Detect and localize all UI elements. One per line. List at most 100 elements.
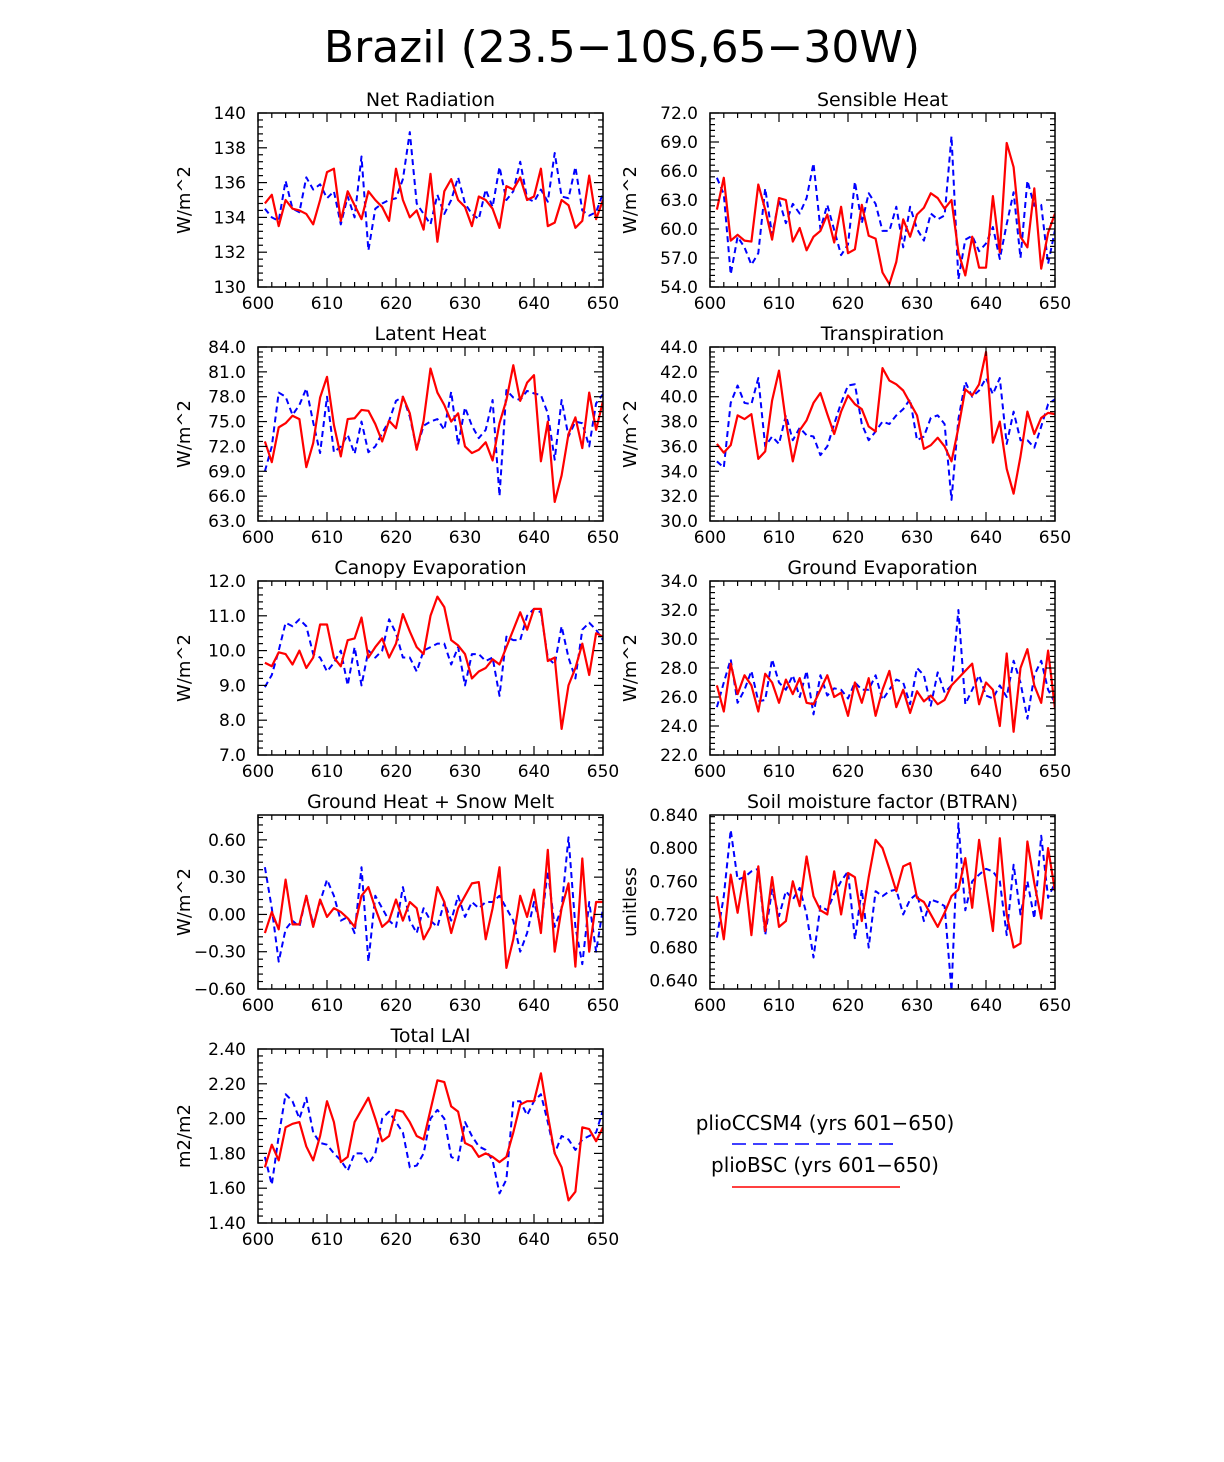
y-tick-label: 136 bbox=[214, 174, 246, 194]
panel-ground-heat-snow-melt: 600 610 620 630 640 650 −0.60 −0.30 0.00 0.30 0.60… bbox=[174, 791, 619, 1016]
y-tick-label: 78.0 bbox=[208, 388, 246, 408]
y-tick-label: 60.0 bbox=[660, 220, 698, 240]
x-tick-label: 630 bbox=[449, 528, 481, 548]
y-tick-label: 32.0 bbox=[660, 601, 698, 621]
x-tick-label: 650 bbox=[587, 294, 619, 314]
series-line-piobsc bbox=[263, 1072, 603, 1202]
y-tick-label: 12.0 bbox=[208, 572, 246, 592]
y-tick-label: 36.0 bbox=[660, 437, 698, 457]
panel-title: Total LAI bbox=[389, 1025, 470, 1047]
x-tick-label: 620 bbox=[380, 1230, 412, 1250]
series-line-piobsc bbox=[715, 837, 1055, 949]
x-tick-label: 620 bbox=[380, 762, 412, 782]
x-tick-label: 640 bbox=[518, 528, 550, 548]
series-line-piobsc bbox=[715, 648, 1055, 733]
panel-net-radiation: 600 610 620 630 640 650 130 132 134 136 138 140 Net … bbox=[174, 89, 619, 314]
x-tick-label: 620 bbox=[832, 762, 864, 782]
series-line-pliocssm4 bbox=[263, 836, 603, 966]
y-tick-label: 8.0 bbox=[219, 711, 246, 731]
x-tick-label: 610 bbox=[311, 294, 343, 314]
x-tick-label: 630 bbox=[901, 528, 933, 548]
y-tick-label: 0.760 bbox=[649, 872, 698, 892]
y-tick-label: 11.0 bbox=[208, 607, 246, 627]
y-tick-label: 2.00 bbox=[208, 1110, 246, 1130]
x-tick-label: 640 bbox=[970, 762, 1002, 782]
y-tick-label: 2.40 bbox=[208, 1040, 246, 1060]
y-axis-label: W/m^2 bbox=[620, 400, 641, 468]
y-tick-label: 84.0 bbox=[208, 338, 246, 358]
y-tick-label: 28.0 bbox=[660, 659, 698, 679]
y-tick-label: 75.0 bbox=[208, 413, 246, 433]
y-tick-label: 0.680 bbox=[649, 939, 698, 959]
y-tick-label: 26.0 bbox=[660, 688, 698, 708]
x-tick-label: 600 bbox=[242, 1230, 274, 1250]
series-line-pliocssm4 bbox=[716, 377, 1055, 501]
y-tick-label: 63.0 bbox=[660, 191, 698, 211]
plot-frame bbox=[709, 346, 1056, 522]
panel-soil-moisture-factor-btran: 600 610 620 630 640 650 0.640 0.680 0.720 0.760 0.… bbox=[620, 791, 1071, 1016]
series-line-pliocssm4 bbox=[263, 387, 603, 498]
y-axis-label: m2/m2 bbox=[174, 1104, 195, 1168]
x-tick-label: 620 bbox=[832, 294, 864, 314]
y-axis-label: W/m^2 bbox=[620, 634, 641, 702]
panel-transpiration: 600 610 620 630 640 650 30.0 32.0 34.0 36.0 38.0 40… bbox=[620, 323, 1071, 548]
y-tick-label: 42.0 bbox=[660, 363, 698, 383]
series-line-piobsc bbox=[263, 848, 603, 969]
panel-title: Ground Evaporation bbox=[787, 557, 977, 579]
x-tick-label: 600 bbox=[694, 294, 726, 314]
y-tick-label: 132 bbox=[214, 243, 246, 263]
y-tick-label: 57.0 bbox=[660, 249, 698, 269]
y-tick-label: 66.0 bbox=[660, 162, 698, 182]
panel-title: Ground Heat + Snow Melt bbox=[307, 791, 554, 813]
panel-title: Canopy Evaporation bbox=[334, 557, 526, 579]
x-tick-label: 640 bbox=[970, 294, 1002, 314]
x-tick-label: 620 bbox=[380, 996, 412, 1016]
y-tick-label: 34.0 bbox=[660, 462, 698, 482]
y-tick-label: 0.800 bbox=[649, 839, 698, 859]
y-tick-label: 38.0 bbox=[660, 413, 698, 433]
x-tick-label: 650 bbox=[1039, 294, 1071, 314]
panel-latent-heat: 600 610 620 630 640 650 63.0 66.0 69.0 72.0 75.0 78… bbox=[174, 323, 619, 548]
x-tick-label: 650 bbox=[587, 528, 619, 548]
y-axis-label: W/m^2 bbox=[174, 868, 195, 936]
x-tick-label: 610 bbox=[311, 762, 343, 782]
series-line-piobsc bbox=[716, 350, 1055, 495]
x-tick-label: 640 bbox=[518, 996, 550, 1016]
x-tick-label: 640 bbox=[970, 528, 1002, 548]
y-tick-label: 81.0 bbox=[208, 363, 246, 383]
figure-title: Brazil (23.5−10S,65−30W) bbox=[324, 22, 920, 73]
x-tick-label: 650 bbox=[587, 1230, 619, 1250]
y-tick-label: 1.40 bbox=[208, 1214, 246, 1234]
x-tick-label: 600 bbox=[242, 996, 274, 1016]
legend: plioCCSM4 (yrs 601−650) plioBSC (yrs 601… bbox=[696, 1111, 955, 1188]
y-tick-label: 32.0 bbox=[660, 487, 698, 507]
y-tick-label: 30.0 bbox=[660, 630, 698, 650]
x-tick-label: 630 bbox=[901, 996, 933, 1016]
y-tick-label: 72.0 bbox=[660, 104, 698, 124]
y-tick-label: 34.0 bbox=[660, 572, 698, 592]
x-tick-label: 630 bbox=[449, 1230, 481, 1250]
y-tick-label: 140 bbox=[214, 104, 246, 124]
series-line-pliocssm4 bbox=[715, 822, 1055, 989]
x-tick-label: 650 bbox=[587, 996, 619, 1016]
x-tick-label: 600 bbox=[242, 528, 274, 548]
x-tick-label: 610 bbox=[763, 294, 795, 314]
x-tick-label: 600 bbox=[694, 528, 726, 548]
y-tick-label: 134 bbox=[214, 208, 246, 228]
y-tick-label: −0.60 bbox=[194, 980, 246, 1000]
x-tick-label: 610 bbox=[311, 1230, 343, 1250]
y-tick-label: 72.0 bbox=[208, 437, 246, 457]
y-tick-label: 0.00 bbox=[208, 905, 246, 925]
y-tick-label: 0.30 bbox=[208, 868, 246, 888]
y-tick-label: 138 bbox=[214, 139, 246, 159]
y-tick-label: 66.0 bbox=[208, 487, 246, 507]
x-tick-label: 620 bbox=[832, 528, 864, 548]
y-tick-label: 10.0 bbox=[208, 642, 246, 662]
y-axis-label: W/m^2 bbox=[174, 166, 195, 234]
series-line-piobsc bbox=[264, 167, 603, 243]
plot-frame bbox=[257, 580, 604, 756]
legend-label-pliocssm4: plioCCSM4 (yrs 601−650) bbox=[696, 1111, 955, 1135]
series-line-pliocssm4 bbox=[715, 609, 1055, 720]
x-tick-label: 640 bbox=[518, 762, 550, 782]
